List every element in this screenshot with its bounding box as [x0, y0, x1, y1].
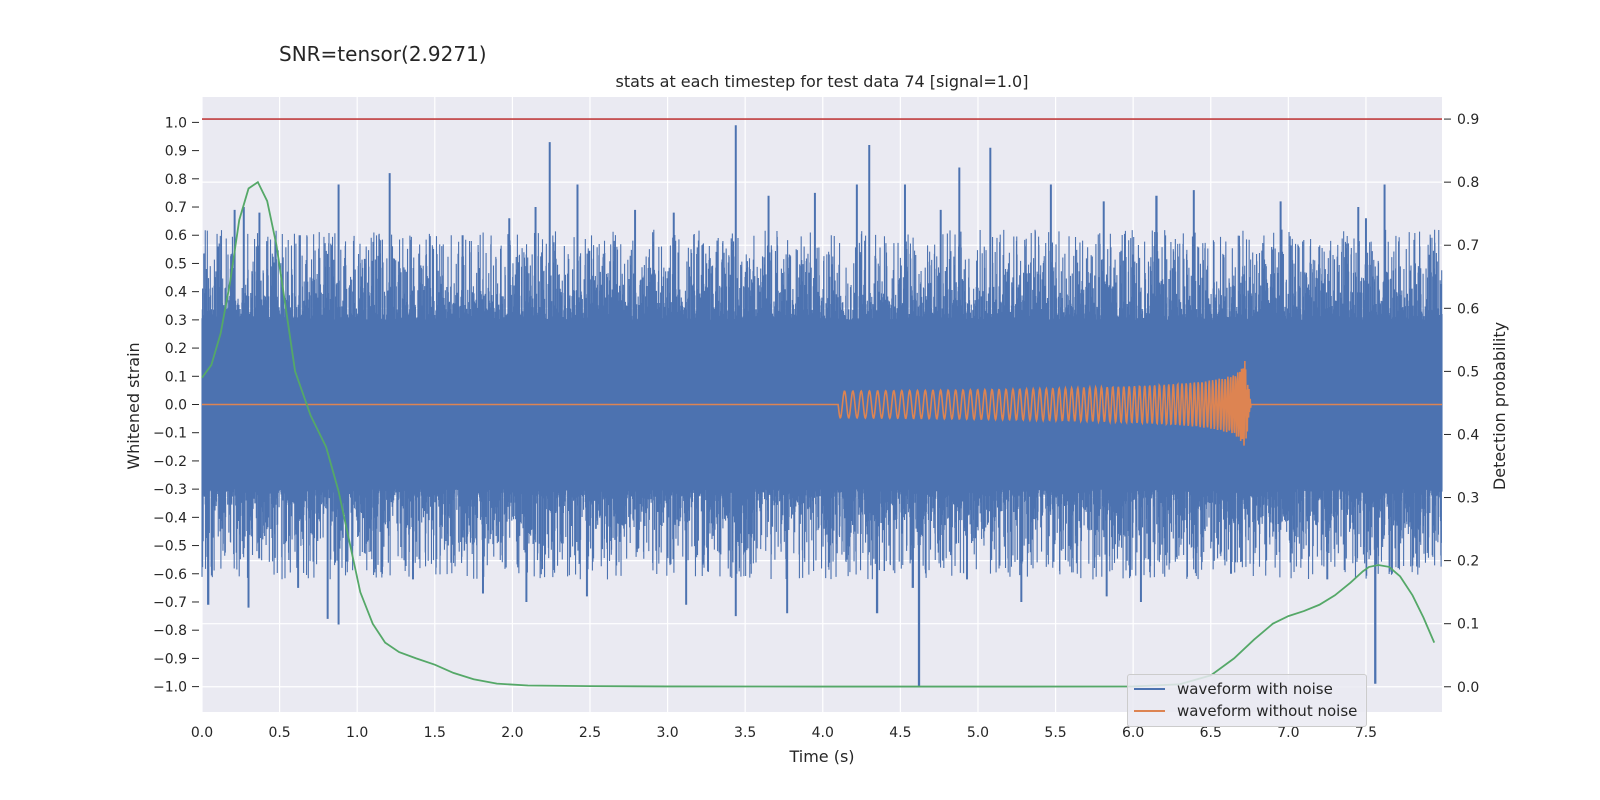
y-right-tick-label: 0.0: [1457, 680, 1479, 696]
y-right-axis-ticks: 0.9 0.8 0.7 0.6 0.5 0.4 0.3 0.2 0.1 0.0: [1444, 112, 1479, 696]
legend-label-clean: waveform without noise: [1177, 702, 1358, 720]
y-left-tick-label: 0.7: [165, 200, 187, 216]
probability-line-path: [201, 180, 1436, 688]
y-left-tick-label: −0.9: [153, 651, 187, 667]
y-right-tick-label: 0.9: [1457, 112, 1479, 128]
x-tick-label: 1.5: [424, 725, 446, 741]
y-left-tick-label: −0.7: [153, 595, 187, 611]
y-left-tick-label: 0.0: [165, 398, 187, 414]
clean-waveform-path: [202, 360, 1442, 446]
y-right-tick-label: 0.5: [1457, 364, 1479, 380]
x-tick-label: 3.0: [656, 725, 678, 741]
y-left-tick-label: −0.3: [153, 482, 187, 498]
x-tick-label: 0.0: [191, 725, 213, 741]
y-right-axis-label: Detection probability: [1490, 322, 1509, 490]
y-left-tick-label: 0.3: [165, 313, 187, 329]
legend-swatch-clean: [1134, 710, 1165, 712]
x-tick-label: 4.5: [889, 725, 911, 741]
x-tick-label: 5.0: [967, 725, 989, 741]
y-left-tick-label: −0.8: [153, 623, 187, 639]
series-waveform-without-noise: [202, 360, 1442, 446]
y-left-axis-ticks: 1.0 0.9 0.8 0.7 0.6 0.5 0.4 0.3 0.2 0.1 0.0 −0.1 −0.…: [153, 115, 199, 696]
legend-item-noisy: waveform with noise: [1134, 679, 1333, 699]
y-left-axis-label: Whitened strain: [124, 342, 143, 469]
y-right-tick-label: 0.4: [1457, 427, 1479, 443]
x-tick-label: 2.0: [501, 725, 523, 741]
y-left-tick-label: 0.2: [165, 341, 187, 357]
x-tick-label: 1.0: [346, 725, 368, 741]
x-tick-label: 2.5: [579, 725, 601, 741]
y-left-tick-label: −0.6: [153, 567, 187, 583]
y-left-tick-label: 0.8: [165, 172, 187, 188]
x-tick-label: 7.0: [1277, 725, 1299, 741]
y-left-tick-label: 0.9: [165, 144, 187, 160]
y-right-tick-label: 0.2: [1457, 554, 1479, 570]
legend-item-clean: waveform without noise: [1134, 701, 1357, 721]
y-left-tick-label: −1.0: [153, 680, 187, 696]
x-tick-label: 4.0: [812, 725, 834, 741]
x-tick-label: 6.5: [1200, 725, 1222, 741]
series-detection-probability: [201, 180, 1436, 688]
y-right-tick-label: 0.6: [1457, 301, 1479, 317]
legend-label-noisy: waveform with noise: [1177, 680, 1333, 698]
y-right-tick-label: 0.8: [1457, 175, 1479, 191]
y-right-tick-label: 0.3: [1457, 491, 1479, 507]
y-left-tick-label: 0.1: [165, 369, 187, 385]
y-left-tick-label: −0.2: [153, 454, 187, 470]
y-left-tick-label: 0.6: [165, 228, 187, 244]
y-left-tick-label: 0.4: [165, 285, 187, 301]
x-tick-label: 5.5: [1044, 725, 1066, 741]
x-axis-ticks: 0.0 0.5 1.0 1.5 2.0 2.5 3.0 3.5 4.0 4.5 5.0 5.5 6.0 6…: [191, 725, 1377, 741]
y-left-tick-label: −0.5: [153, 539, 187, 555]
y-left-tick-label: −0.1: [153, 426, 187, 442]
snr-label: SNR=tensor(2.9271): [279, 42, 487, 66]
x-tick-label: 3.5: [734, 725, 756, 741]
x-axis-label: Time (s): [788, 747, 854, 766]
legend: waveform with noise waveform without noi…: [1127, 674, 1367, 727]
x-tick-label: 0.5: [268, 725, 290, 741]
y-left-tick-label: 0.5: [165, 256, 187, 272]
y-left-tick-label: −0.4: [153, 510, 187, 526]
legend-swatch-noisy: [1134, 688, 1165, 690]
y-right-tick-label: 0.1: [1457, 617, 1479, 633]
y-right-tick-label: 0.7: [1457, 238, 1479, 254]
y-left-tick-label: 1.0: [165, 115, 187, 131]
x-tick-label: 6.0: [1122, 725, 1144, 741]
x-tick-label: 7.5: [1355, 725, 1377, 741]
chart-title: stats at each timestep for test data 74 …: [616, 72, 1029, 91]
